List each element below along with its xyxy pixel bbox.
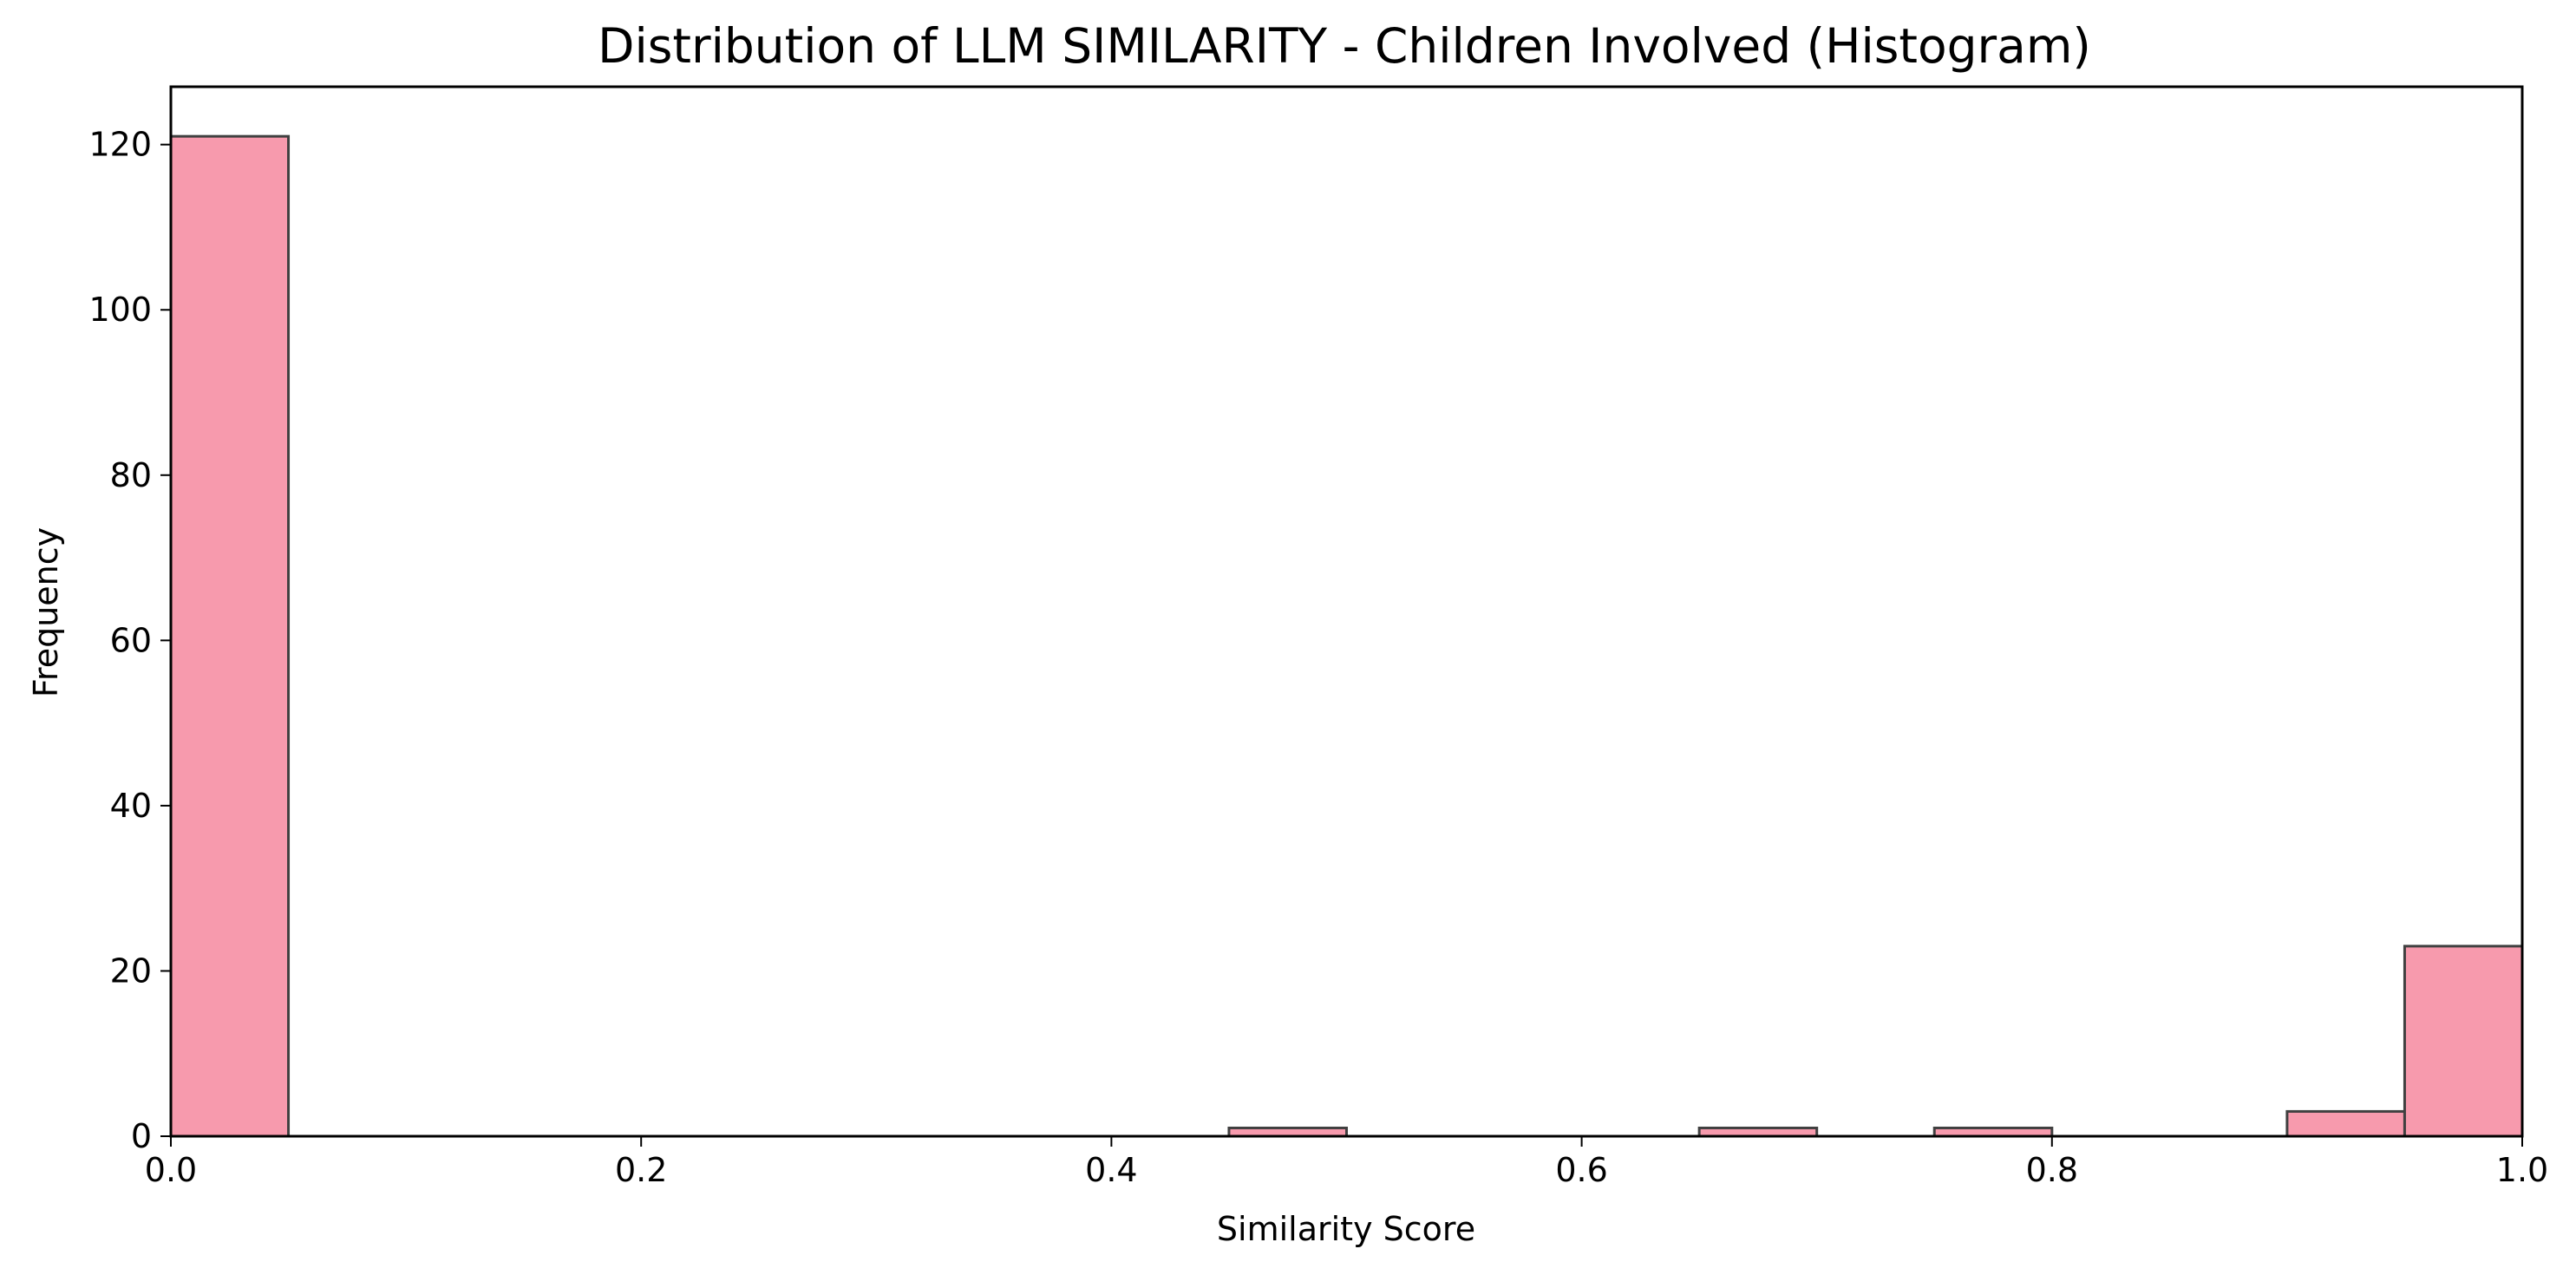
x-tick-label: 0.4	[1085, 1151, 1137, 1189]
y-tick-label: 40	[110, 787, 152, 825]
x-axis-label: Similarity Score	[1217, 1210, 1475, 1248]
x-axis-ticks: 0.0 0.2 0.4 0.6 0.8 1.0	[145, 1136, 2548, 1189]
bars-group	[169, 134, 2524, 1138]
x-tick-label: 0.8	[2026, 1151, 2078, 1189]
y-tick-label: 80	[110, 456, 152, 494]
histogram-bar-4	[2285, 1109, 2406, 1138]
y-axis-label: Frequency	[27, 527, 65, 697]
x-tick-label: 1.0	[2496, 1151, 2548, 1189]
x-tick-label: 0.0	[145, 1151, 197, 1189]
x-tick-label: 0.2	[615, 1151, 667, 1189]
y-tick-label: 120	[88, 126, 152, 164]
histogram-bar-0	[169, 134, 291, 1138]
y-tick-label: 60	[110, 621, 152, 659]
plot-frame	[169, 85, 2524, 1138]
y-tick-label: 100	[88, 291, 152, 329]
x-tick-label: 0.6	[1555, 1151, 1607, 1189]
histogram-bar-5	[2403, 945, 2524, 1138]
chart-title: Distribution of LLM SIMILARITY - Childre…	[598, 18, 2091, 74]
y-tick-label: 20	[110, 951, 152, 990]
y-axis-ticks: 0 20 40 60 80 100 120	[88, 126, 171, 1155]
y-tick-label: 0	[131, 1117, 152, 1155]
